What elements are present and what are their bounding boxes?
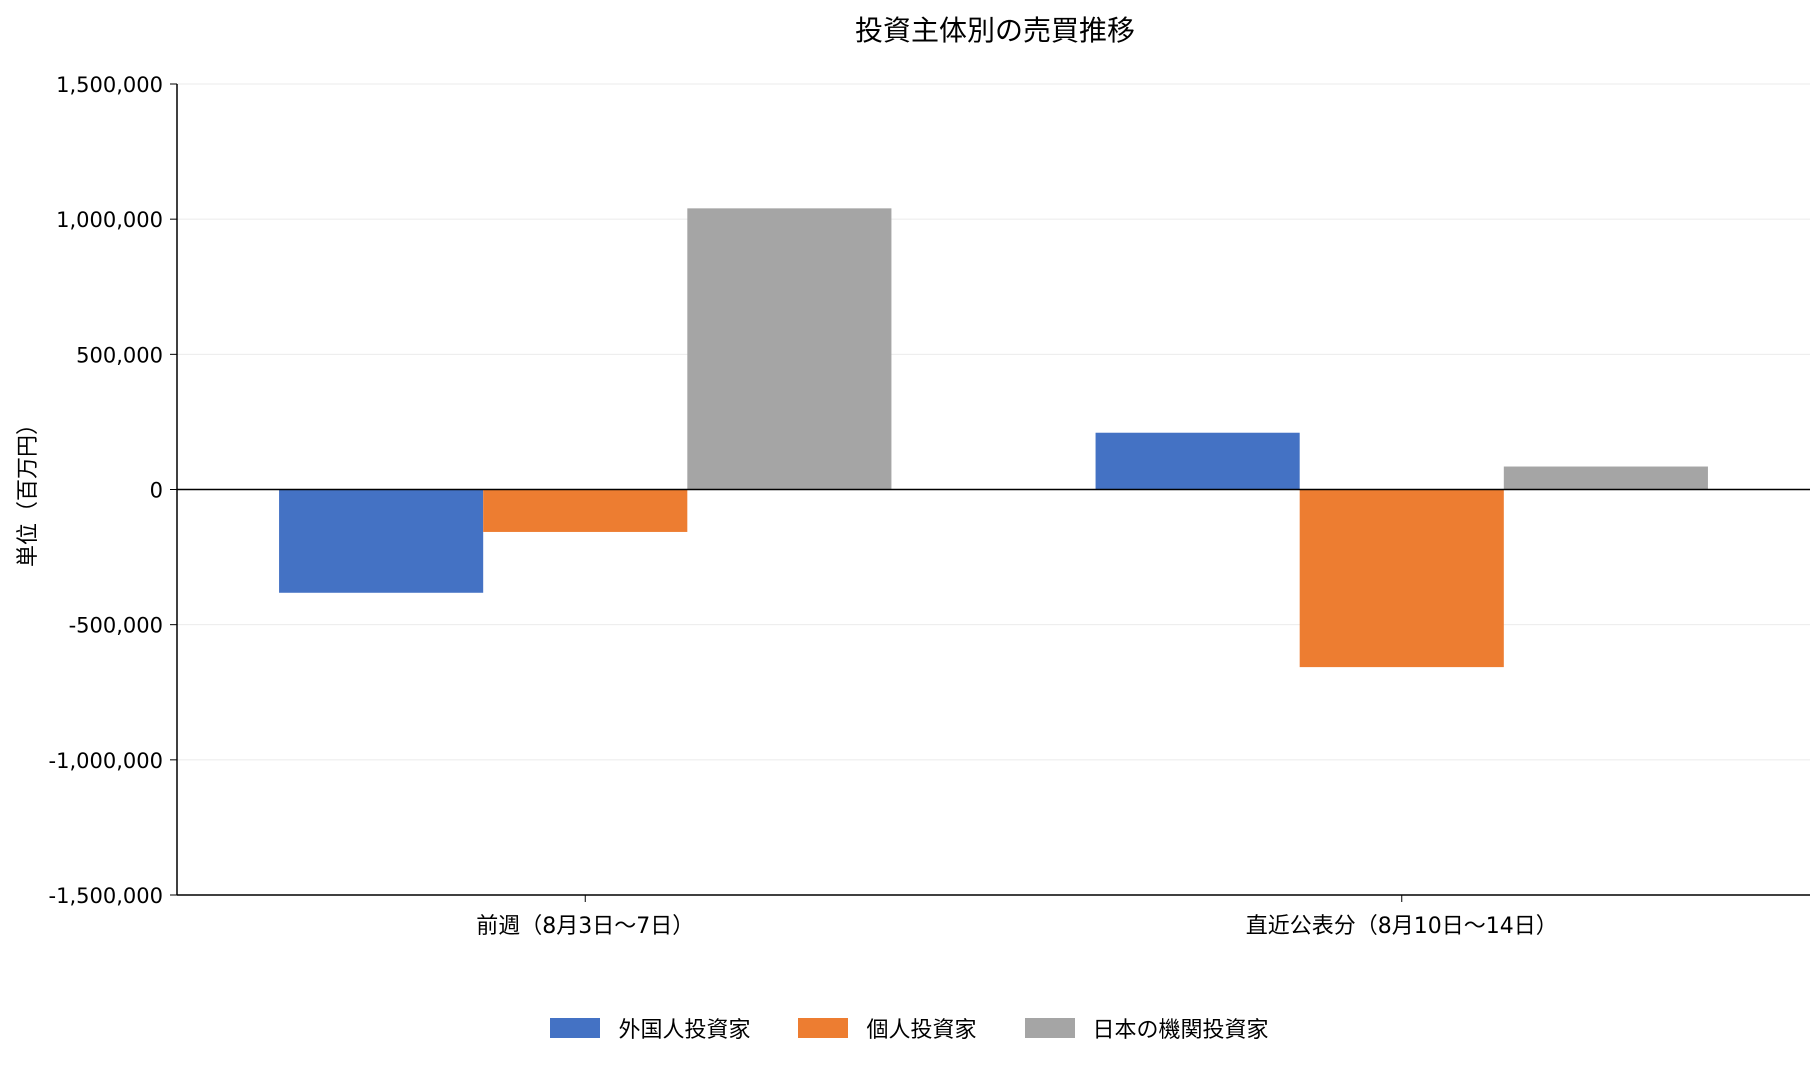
bar	[483, 489, 688, 532]
y-tick-label: 1,500,000	[56, 73, 163, 97]
bars-layer	[279, 208, 1708, 668]
legend-label: 個人投資家	[866, 1018, 977, 1043]
x-tick-label: 前週（8月3日〜7日）	[476, 914, 694, 939]
legend-swatch	[550, 1018, 601, 1038]
axes-layer	[176, 84, 1810, 896]
y-tick-label: 0	[150, 479, 163, 503]
bar	[1299, 489, 1504, 668]
y-axis-label: 単位（百万円）	[16, 413, 41, 567]
bar	[1503, 466, 1708, 490]
legend-swatch	[1024, 1018, 1075, 1038]
legend-item: 個人投資家	[798, 1012, 977, 1044]
y-tick-label: 500,000	[76, 343, 163, 367]
bar	[1095, 432, 1300, 490]
legend-item: 外国人投資家	[550, 1012, 750, 1044]
legend-label: 外国人投資家	[618, 1018, 751, 1043]
legend-label: 日本の機関投資家	[1092, 1018, 1269, 1043]
chart-title: 投資主体別の売買推移	[855, 14, 1135, 47]
bar	[279, 489, 484, 593]
y-tick-label: -500,000	[69, 614, 163, 638]
x-tick-label: 直近公表分（8月10日〜14日）	[1246, 914, 1558, 939]
y-tick-label: 1,000,000	[56, 208, 163, 232]
y-tick-label: -1,000,000	[49, 749, 163, 773]
bar	[687, 208, 892, 490]
legend-item: 日本の機関投資家	[1024, 1012, 1269, 1044]
ticks-layer: 1,500,000 1,000,000 500,000 0 -500,000 -1,000…	[49, 73, 1558, 939]
legend-swatch	[798, 1018, 849, 1038]
y-tick-label: -1,500,000	[49, 884, 163, 908]
legend: 外国人投資家 個人投資家 日本の機関投資家	[0, 1012, 1819, 1044]
grid-layer	[177, 83, 1810, 761]
